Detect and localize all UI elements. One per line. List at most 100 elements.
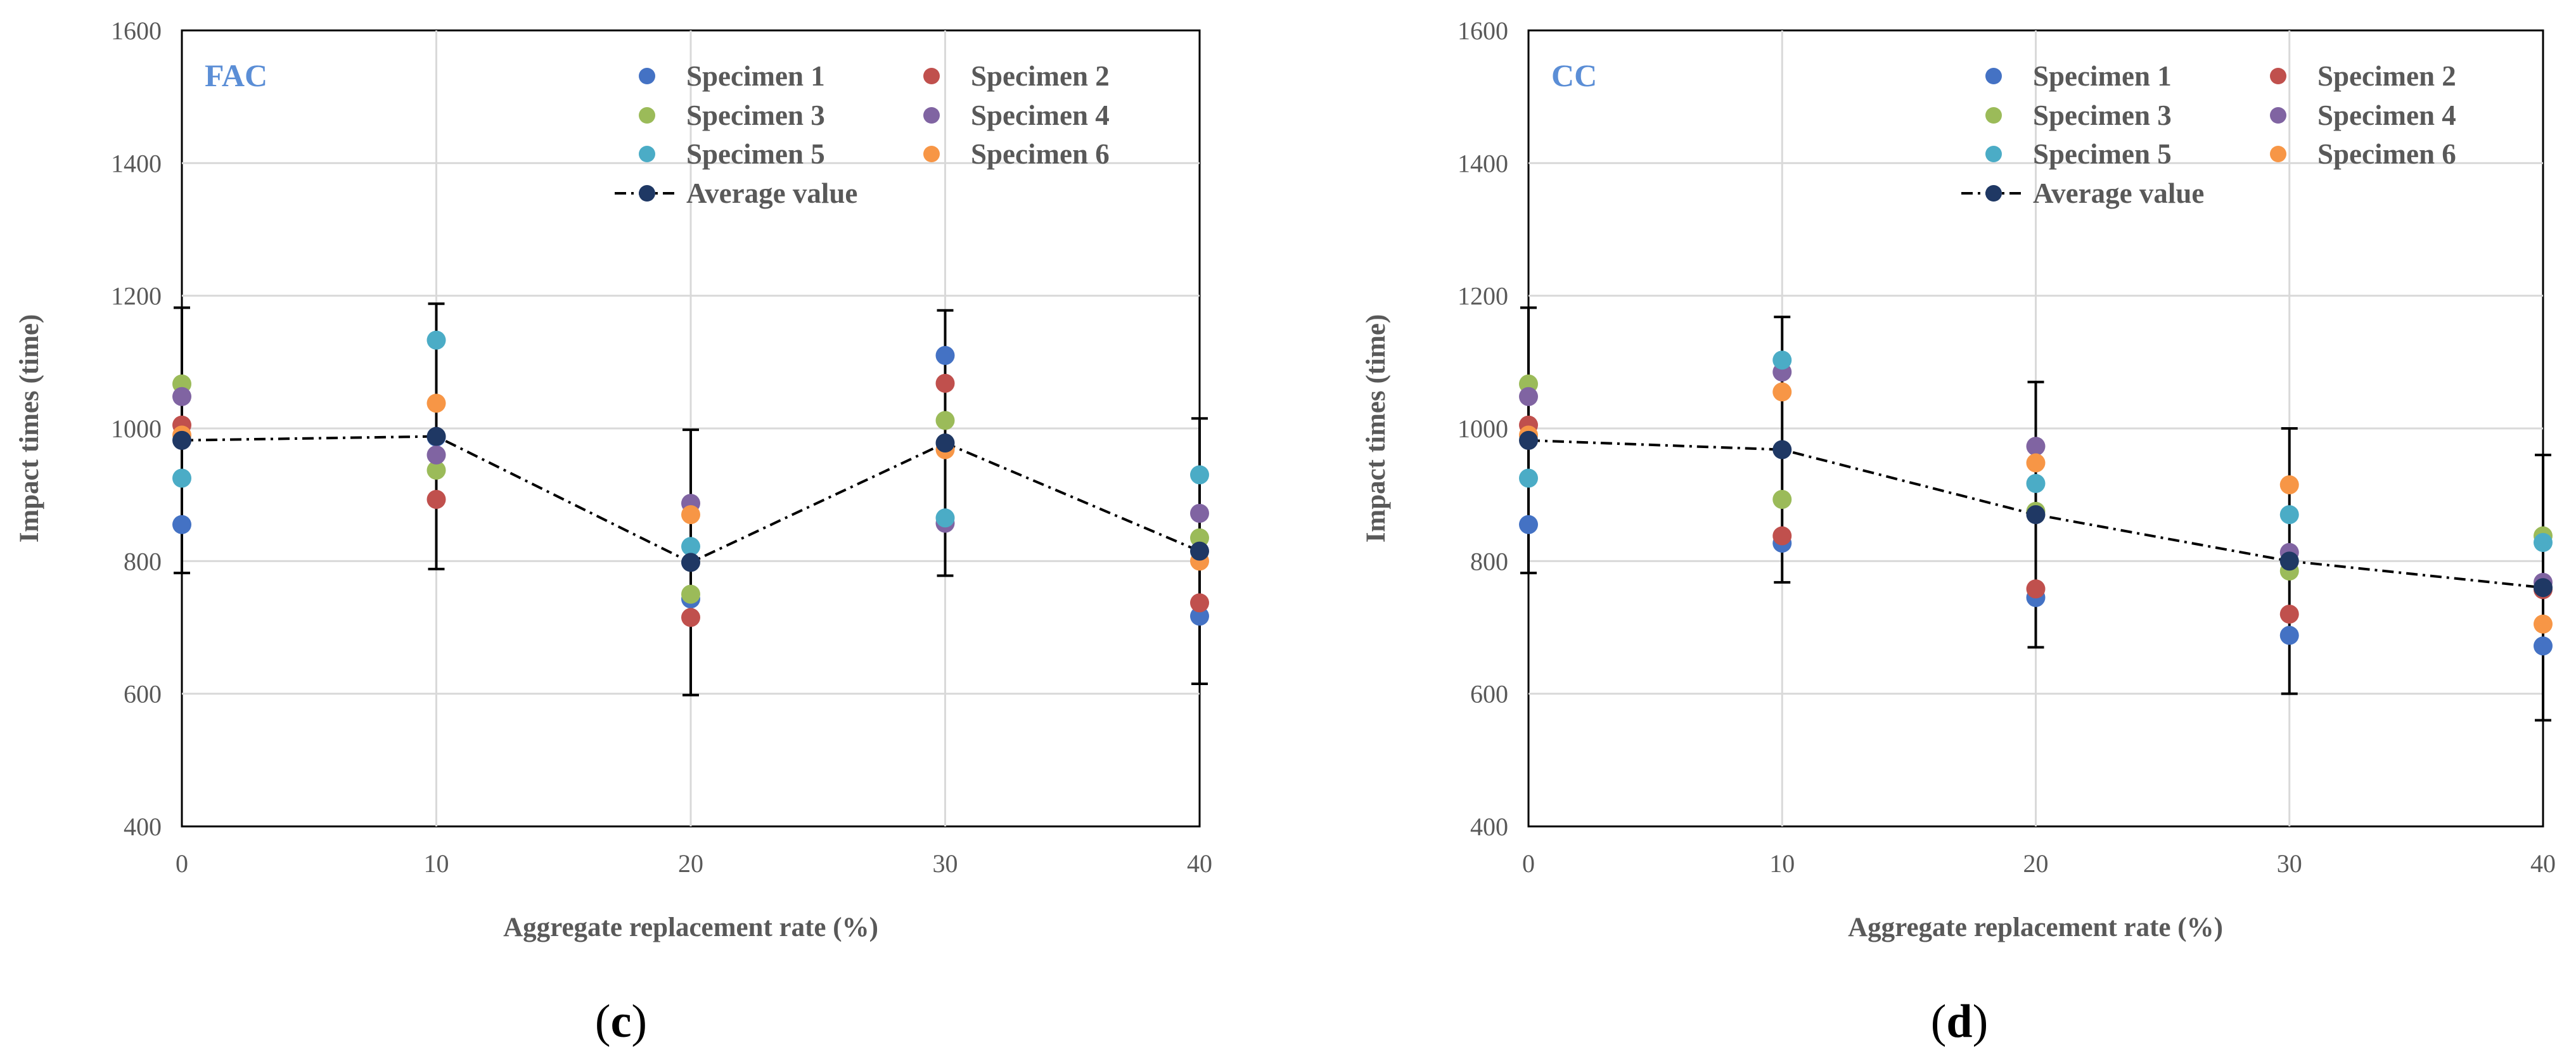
point-specimen-5 [1190, 465, 1209, 485]
point-specimen-6 [2026, 453, 2046, 473]
x-tick-label: 10 [424, 849, 449, 878]
legend-label-specimen-2: Specimen 2 [971, 60, 1110, 92]
y-tick-label: 400 [1470, 812, 1508, 841]
point-specimen-4 [2026, 437, 2046, 456]
point-specimen-2 [1772, 526, 1792, 546]
legend-marker-specimen-6 [923, 146, 940, 162]
legend-marker-specimen-1 [1985, 68, 2002, 84]
point-specimen-5 [2026, 473, 2046, 493]
point-average [1519, 430, 1538, 450]
point-specimen-2 [935, 373, 955, 393]
x-tick-label: 40 [2530, 849, 2556, 878]
y-tick-label: 1200 [111, 282, 162, 311]
point-specimen-3 [935, 411, 955, 430]
legend-label-specimen-6: Specimen 6 [971, 138, 1110, 170]
subfigure-open-paren: ( [595, 996, 611, 1048]
point-specimen-4 [172, 387, 191, 406]
legend-label-specimen-4: Specimen 4 [971, 99, 1110, 131]
point-specimen-6 [681, 505, 700, 525]
subfigure-label: (c) [595, 996, 647, 1048]
x-axis-ticks: 0 10 20 30 40 [176, 849, 1212, 878]
x-axis-ticks: 0 10 20 30 40 [1522, 849, 2556, 878]
y-tick-label: 1000 [111, 414, 162, 443]
point-specimen-5 [935, 508, 955, 528]
legend-marker-specimen-2 [923, 68, 940, 84]
legend-label-specimen-6: Specimen 6 [2317, 138, 2456, 170]
point-average [1190, 541, 1209, 561]
x-axis-title: Aggregate replacement rate (%) [1848, 913, 2223, 942]
point-specimen-1 [172, 515, 191, 534]
legend-marker-specimen-2 [2270, 68, 2286, 84]
legend-marker-specimen-6 [2270, 146, 2286, 162]
legend-marker-specimen-3 [639, 107, 655, 124]
legend-label-average: Average value [686, 177, 857, 209]
point-specimen-5 [1519, 468, 1538, 488]
specimen-points [172, 330, 1209, 627]
legend-label-average: Average value [2033, 177, 2204, 209]
x-tick-label: 10 [1769, 849, 1795, 878]
point-specimen-1 [1519, 515, 1538, 534]
y-axis-title: Impact times (time) [1361, 314, 1391, 543]
y-tick-label: 600 [1470, 680, 1508, 709]
legend-label-specimen-3: Specimen 3 [2033, 99, 2172, 131]
subfigure-label: (d) [1931, 996, 1988, 1048]
legend-label-specimen-5: Specimen 5 [686, 138, 825, 170]
point-specimen-1 [2534, 636, 2553, 656]
point-specimen-3 [1772, 489, 1792, 509]
legend-label-specimen-3: Specimen 3 [686, 99, 825, 131]
y-axis-title: Impact times (time) [15, 314, 44, 543]
y-axis-ticks: 400 600 800 1000 1200 1400 1600 [111, 16, 162, 841]
subfigure-open-paren: ( [1931, 996, 1947, 1048]
y-tick-label: 800 [1470, 547, 1508, 575]
subfigure-letter: d [1946, 996, 1972, 1048]
subfigure-close-paren: ) [1973, 996, 1989, 1048]
legend-marker-specimen-5 [639, 146, 655, 162]
legend-marker-average [1985, 185, 2002, 202]
legend-label-specimen-1: Specimen 1 [2033, 60, 2172, 92]
y-tick-label: 1200 [1458, 282, 1508, 311]
point-specimen-5 [2279, 505, 2299, 525]
y-tick-label: 1600 [111, 16, 162, 45]
subfigure-letter: c [611, 996, 632, 1048]
legend-marker-specimen-3 [1985, 107, 2002, 124]
point-average [935, 433, 955, 453]
point-specimen-5 [426, 330, 446, 350]
panel-tag: FAC [205, 58, 267, 93]
point-specimen-1 [1190, 607, 1209, 626]
point-specimen-4 [426, 445, 446, 465]
point-specimen-6 [1772, 382, 1792, 402]
x-tick-label: 30 [2277, 849, 2302, 878]
legend: Specimen 1 Specimen 2 Specimen 3 Specime… [1961, 60, 2456, 209]
legend: Specimen 1 Specimen 2 Specimen 3 Specime… [615, 60, 1110, 209]
point-specimen-4 [1190, 503, 1209, 523]
subfigure-close-paren: ) [631, 996, 647, 1048]
y-tick-label: 400 [124, 812, 162, 841]
x-tick-label: 0 [176, 849, 188, 878]
point-specimen-3 [1190, 528, 1209, 548]
legend-marker-average [639, 185, 655, 202]
point-specimen-2 [2026, 579, 2046, 599]
chart-panel-cc: 400 600 800 1000 1200 1400 1600 0 10 20 30 40 CC S… [1361, 16, 2556, 1048]
panel-tag: CC [1551, 58, 1597, 93]
legend-marker-specimen-1 [639, 68, 655, 84]
x-axis-title: Aggregate replacement rate (%) [503, 913, 878, 942]
point-specimen-6 [2279, 475, 2299, 494]
point-specimen-2 [2279, 605, 2299, 624]
y-tick-label: 800 [124, 547, 162, 575]
x-tick-label: 20 [678, 849, 703, 878]
point-specimen-1 [935, 345, 955, 365]
x-tick-label: 40 [1187, 849, 1212, 878]
point-specimen-1 [2279, 626, 2299, 645]
point-average [2279, 551, 2299, 571]
point-specimen-2 [426, 489, 446, 509]
legend-label-specimen-4: Specimen 4 [2317, 99, 2456, 131]
point-specimen-2 [681, 608, 700, 627]
point-specimen-2 [1190, 593, 1209, 613]
y-axis-ticks: 400 600 800 1000 1200 1400 1600 [1458, 16, 1508, 841]
legend-marker-specimen-5 [1985, 146, 2002, 162]
point-specimen-5 [681, 537, 700, 556]
x-tick-label: 0 [1522, 849, 1535, 878]
point-specimen-4 [1519, 387, 1538, 406]
x-tick-label: 20 [2023, 849, 2049, 878]
